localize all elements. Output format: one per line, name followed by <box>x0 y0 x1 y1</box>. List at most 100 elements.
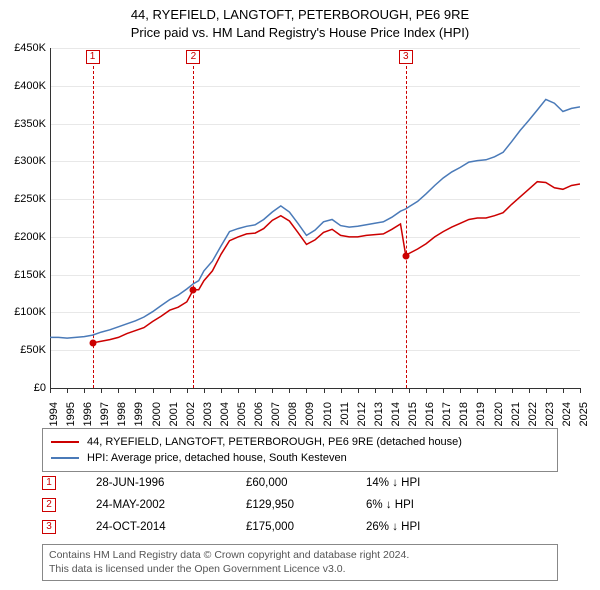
sale-marker-badge: 2 <box>42 498 56 512</box>
y-tick-label: £200K <box>14 231 46 243</box>
y-tick-label: £250K <box>14 193 46 205</box>
x-tick <box>67 388 68 393</box>
y-tick-label: £150K <box>14 269 46 281</box>
table-row: 1 28-JUN-1996 £60,000 14% ↓ HPI <box>42 472 558 494</box>
x-tick <box>204 388 205 393</box>
x-tick-label: 2009 <box>304 402 316 426</box>
title-line-2: Price paid vs. HM Land Registry's House … <box>0 24 600 42</box>
x-tick <box>324 388 325 393</box>
x-tick <box>118 388 119 393</box>
x-tick-label: 2025 <box>578 402 590 426</box>
x-tick-label: 1995 <box>65 402 77 426</box>
x-tick-label: 2001 <box>168 402 180 426</box>
x-tick <box>392 388 393 393</box>
x-tick-label: 2010 <box>322 402 334 426</box>
x-tick <box>409 388 410 393</box>
x-tick <box>443 388 444 393</box>
x-tick-label: 1994 <box>48 402 60 426</box>
table-row: 3 24-OCT-2014 £175,000 26% ↓ HPI <box>42 516 558 538</box>
legend-swatch <box>51 457 79 459</box>
x-tick-label: 2024 <box>561 402 573 426</box>
x-tick <box>135 388 136 393</box>
sale-hpi-diff: 14% ↓ HPI <box>366 477 486 489</box>
table-row: 2 24-MAY-2002 £129,950 6% ↓ HPI <box>42 494 558 516</box>
x-tick <box>170 388 171 393</box>
x-tick <box>153 388 154 393</box>
x-tick-label: 2016 <box>424 402 436 426</box>
license-line: Contains HM Land Registry data © Crown c… <box>49 549 551 563</box>
x-tick-label: 2007 <box>270 402 282 426</box>
x-tick <box>512 388 513 393</box>
x-tick <box>84 388 85 393</box>
license-box: Contains HM Land Registry data © Crown c… <box>42 544 558 581</box>
x-tick <box>460 388 461 393</box>
x-tick-label: 2002 <box>185 402 197 426</box>
sale-price: £129,950 <box>246 499 366 511</box>
x-tick-label: 1997 <box>99 402 111 426</box>
x-tick-label: 2006 <box>253 402 265 426</box>
chart-title-block: 44, RYEFIELD, LANGTOFT, PETERBOROUGH, PE… <box>0 0 600 42</box>
legend-swatch <box>51 441 79 443</box>
x-tick-label: 2022 <box>527 402 539 426</box>
x-tick <box>529 388 530 393</box>
x-tick <box>580 388 581 393</box>
x-tick <box>495 388 496 393</box>
y-tick-label: £350K <box>14 118 46 130</box>
x-tick-label: 2013 <box>373 402 385 426</box>
y-tick-label: £0 <box>34 382 46 394</box>
title-line-1: 44, RYEFIELD, LANGTOFT, PETERBOROUGH, PE… <box>0 6 600 24</box>
x-tick-label: 2015 <box>407 402 419 426</box>
x-tick <box>306 388 307 393</box>
y-tick-label: £450K <box>14 42 46 54</box>
x-tick <box>477 388 478 393</box>
legend-label: 44, RYEFIELD, LANGTOFT, PETERBOROUGH, PE… <box>87 436 462 448</box>
x-tick-label: 2017 <box>441 402 453 426</box>
y-tick-label: £400K <box>14 80 46 92</box>
sale-date: 28-JUN-1996 <box>96 477 246 489</box>
x-tick-label: 2023 <box>544 402 556 426</box>
legend-row: 44, RYEFIELD, LANGTOFT, PETERBOROUGH, PE… <box>51 434 549 450</box>
license-line: This data is licensed under the Open Gov… <box>49 563 551 577</box>
x-tick-label: 2019 <box>475 402 487 426</box>
x-tick-label: 2012 <box>356 402 368 426</box>
x-axis <box>50 388 580 389</box>
y-tick-label: £100K <box>14 306 46 318</box>
sales-table: 1 28-JUN-1996 £60,000 14% ↓ HPI 2 24-MAY… <box>42 472 558 538</box>
y-tick-label: £50K <box>20 344 46 356</box>
sale-price: £175,000 <box>246 521 366 533</box>
x-tick-label: 1996 <box>82 402 94 426</box>
x-tick <box>375 388 376 393</box>
x-tick <box>238 388 239 393</box>
x-tick <box>101 388 102 393</box>
line-series-svg <box>50 48 580 388</box>
sale-price: £60,000 <box>246 477 366 489</box>
series-hpi <box>50 99 580 338</box>
sale-hpi-diff: 6% ↓ HPI <box>366 499 486 511</box>
series-price_paid <box>93 182 580 343</box>
x-tick-label: 1999 <box>133 402 145 426</box>
x-tick-label: 2020 <box>493 402 505 426</box>
x-tick-label: 2003 <box>202 402 214 426</box>
sale-marker-badge: 3 <box>42 520 56 534</box>
sale-date: 24-OCT-2014 <box>96 521 246 533</box>
x-tick <box>341 388 342 393</box>
sale-marker-badge: 1 <box>42 476 56 490</box>
x-tick <box>546 388 547 393</box>
chart-plot-area: £0£50K£100K£150K£200K£250K£300K£350K£400… <box>50 48 580 388</box>
x-tick <box>289 388 290 393</box>
sale-date: 24-MAY-2002 <box>96 499 246 511</box>
x-tick-label: 2008 <box>287 402 299 426</box>
legend-label: HPI: Average price, detached house, Sout… <box>87 452 347 464</box>
x-tick-label: 1998 <box>116 402 128 426</box>
x-tick <box>358 388 359 393</box>
x-tick-label: 2018 <box>458 402 470 426</box>
legend-box: 44, RYEFIELD, LANGTOFT, PETERBOROUGH, PE… <box>42 428 558 472</box>
x-tick <box>426 388 427 393</box>
x-tick <box>221 388 222 393</box>
x-tick-label: 2000 <box>151 402 163 426</box>
x-tick <box>255 388 256 393</box>
x-tick-label: 2014 <box>390 402 402 426</box>
x-tick-label: 2005 <box>236 402 248 426</box>
x-tick <box>272 388 273 393</box>
sale-hpi-diff: 26% ↓ HPI <box>366 521 486 533</box>
